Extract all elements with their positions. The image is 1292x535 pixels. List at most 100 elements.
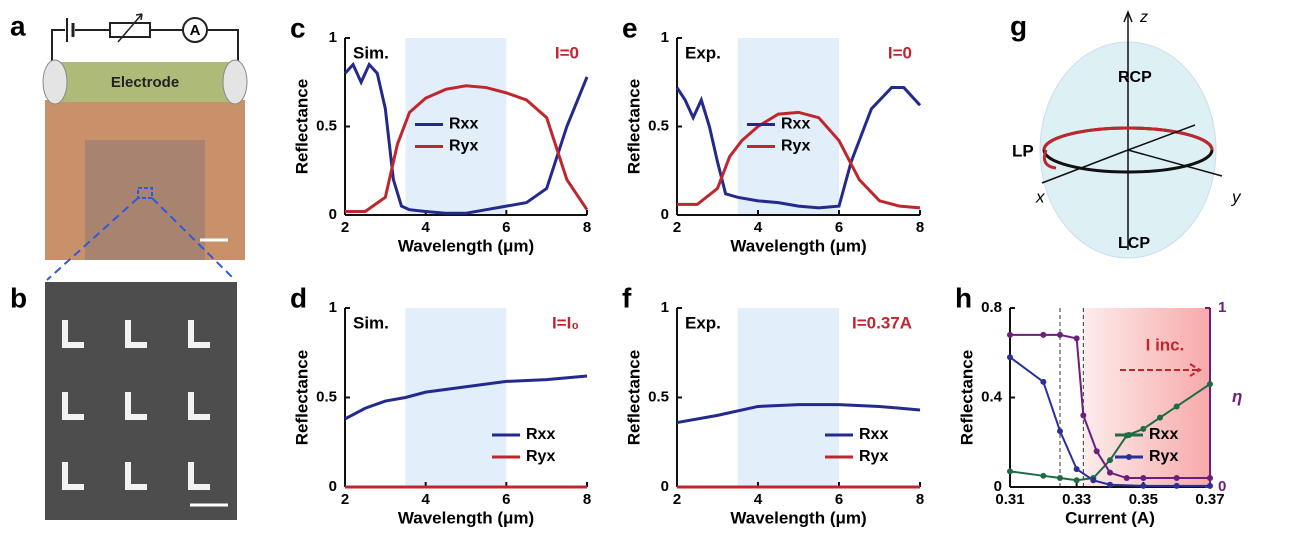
y-axis-label: Reflectance <box>957 350 976 445</box>
series-line <box>345 84 589 213</box>
x-tick-label: 6 <box>835 219 843 236</box>
chart: f 2 4 6 8 0 0.5 1 Wavelength (μm) Reflectance Exp.… <box>622 282 924 527</box>
x-tick-label: 0.33 <box>1062 491 1091 508</box>
y-tick-label: 1 <box>329 29 337 46</box>
x-tick-label: 0.31 <box>995 491 1024 508</box>
panel-label: d <box>290 282 307 313</box>
y2-axis-label: η <box>1232 387 1242 406</box>
ammeter-label: A <box>190 22 201 39</box>
condition-label: I=0 <box>888 43 912 62</box>
x-tick-label: 2 <box>341 491 349 508</box>
point <box>1007 331 1013 338</box>
y-tick-label: 0 <box>661 206 669 223</box>
legend-label: Ryx <box>449 138 478 155</box>
y-tick-label: 0 <box>994 478 1002 495</box>
legend-label: Ryx <box>526 448 555 465</box>
point <box>1073 477 1080 484</box>
y-tick-label: 0 <box>329 206 337 223</box>
y-tick-label: 1 <box>661 299 669 316</box>
axis-y: y <box>1231 187 1242 206</box>
point <box>1107 469 1113 476</box>
y-tick-label: 0.5 <box>648 388 669 405</box>
point <box>1090 477 1097 484</box>
series-line <box>677 110 921 210</box>
point <box>1207 482 1213 489</box>
y2-tick-label: 1 <box>1218 299 1226 316</box>
panel-label: e <box>622 12 638 43</box>
lcp-label: LCP <box>1118 235 1150 252</box>
x-tick-label: 4 <box>754 491 763 508</box>
point <box>1040 331 1047 338</box>
chart: c 2 4 6 8 0 0.5 1 Wavelength (μm) Reflectance Sim.… <box>290 12 591 255</box>
y-tick-label: 1 <box>661 29 669 46</box>
y-tick-label: 0.4 <box>981 388 1003 405</box>
y-axis-label: Reflectance <box>624 79 643 174</box>
legend-label: Rxx <box>449 116 478 133</box>
panel-label: a <box>10 10 26 41</box>
point <box>1140 482 1147 489</box>
panel-label: b <box>10 282 27 313</box>
point <box>1173 475 1180 482</box>
point <box>1073 466 1080 473</box>
x-tick-label: 6 <box>502 491 510 508</box>
y-axis-label: Reflectance <box>292 79 311 174</box>
y2-tick-label: 0 <box>1218 478 1226 495</box>
x-tick-label: 0.37 <box>1195 491 1224 508</box>
y-tick-label: 0.5 <box>316 117 337 134</box>
point <box>1093 448 1100 455</box>
x-tick-label: 6 <box>835 491 843 508</box>
panel-label: c <box>290 12 306 43</box>
y-axis-label: Reflectance <box>624 350 643 445</box>
panel-label: f <box>622 282 632 313</box>
panel-g: g z RCP LCP x y LP <box>1010 9 1242 259</box>
x-tick-label: 8 <box>583 491 591 508</box>
y-tick-label: 0.5 <box>316 388 337 405</box>
rcp-label: RCP <box>1118 69 1152 86</box>
y-tick-label: 0.8 <box>981 299 1002 316</box>
point <box>1073 335 1080 342</box>
highlight-band <box>737 308 839 487</box>
condition-label: I=I₀ <box>552 313 579 332</box>
chart: e 2 4 6 8 0 0.5 1 Wavelength (μm) Reflectance Exp.… <box>622 12 924 255</box>
point <box>1157 414 1163 421</box>
x-axis-label: Current (A) <box>1065 508 1155 527</box>
x-tick-label: 4 <box>754 219 763 236</box>
point <box>1140 475 1147 482</box>
electrode-label: Electrode <box>111 74 179 91</box>
annotation-arrow <box>1120 363 1202 377</box>
series-line <box>344 374 588 421</box>
y-tick-label: 0 <box>661 478 669 495</box>
point <box>1107 457 1113 464</box>
x-tick-label: 2 <box>341 219 349 236</box>
panel-label: g <box>1010 10 1027 41</box>
condition-label: I=0 <box>555 43 579 62</box>
chart: d 2 4 6 8 0 0.5 1 Wavelength (μm) Reflectance Sim.… <box>290 282 591 527</box>
condition-label: I=0.37A <box>852 313 912 332</box>
series-line <box>343 61 589 215</box>
method-label: Exp. <box>685 43 721 62</box>
legend-label: Ryx <box>1149 448 1178 465</box>
highlight-band <box>405 308 507 487</box>
legend-marker <box>1126 454 1132 460</box>
point <box>1173 482 1180 489</box>
panel-b: b <box>10 282 237 520</box>
point <box>1207 381 1213 388</box>
method-label: Exp. <box>685 313 721 332</box>
highlight-band <box>737 38 839 215</box>
legend-label: Rxx <box>1149 426 1178 443</box>
point <box>1207 475 1213 482</box>
legend-label: Rxx <box>526 426 555 443</box>
point <box>1140 425 1147 432</box>
point <box>1173 403 1180 410</box>
axis-z: z <box>1139 9 1148 26</box>
annotation: I inc. <box>1146 335 1185 354</box>
highlight-band <box>405 38 507 215</box>
legend-label: Ryx <box>859 448 888 465</box>
y-tick-label: 0 <box>329 478 337 495</box>
method-label: Sim. <box>353 43 389 62</box>
axis-x: x <box>1035 187 1045 206</box>
point <box>1007 468 1013 475</box>
x-tick-label: 0.35 <box>1129 491 1158 508</box>
point <box>1057 331 1063 338</box>
